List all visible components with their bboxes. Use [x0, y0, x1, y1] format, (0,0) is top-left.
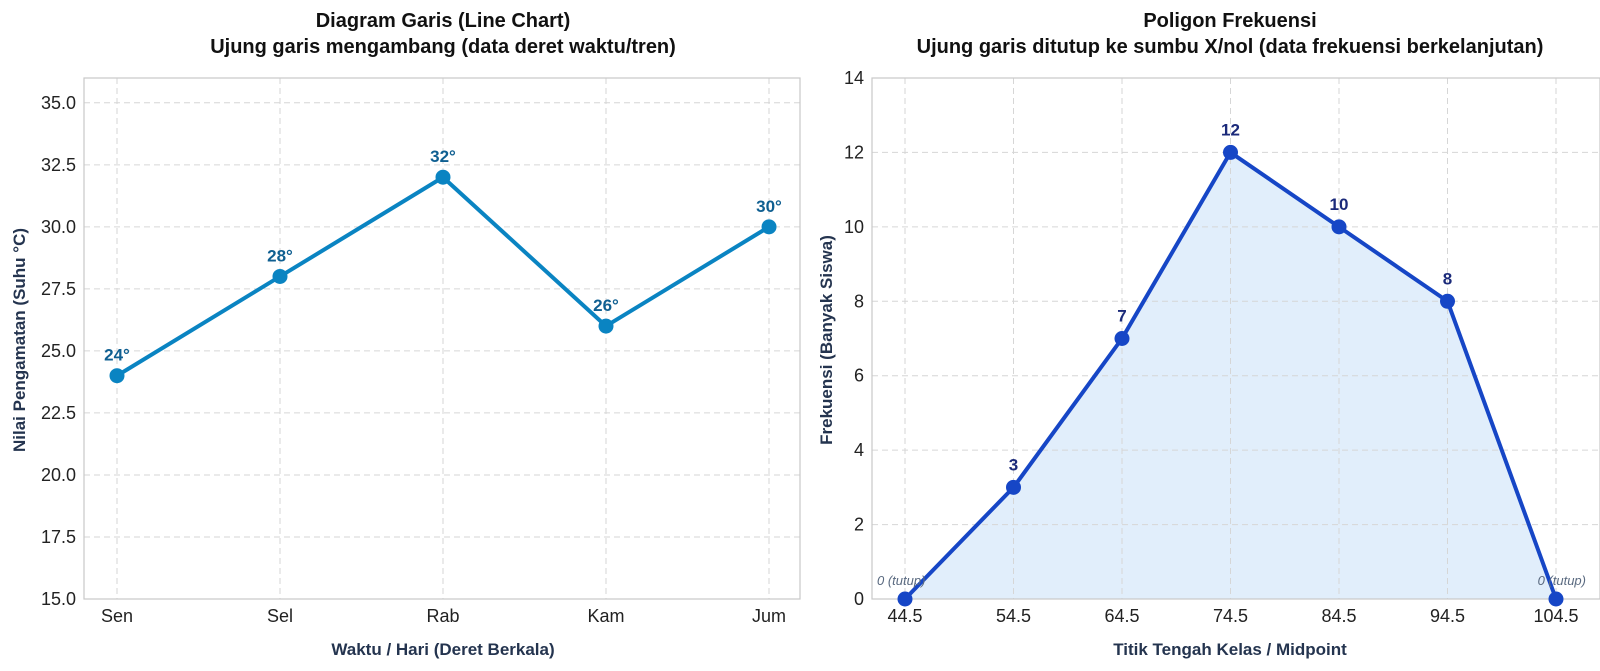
line-chart-x-tick-label: Rab — [426, 606, 459, 626]
polygon-chart-x-tick-label: 84.5 — [1321, 606, 1356, 626]
line-chart-y-ticks: 15.0 17.5 20.0 22.5 25.0 27.5 30.0 32.5 35.0 — [41, 93, 76, 609]
line-chart-y-tick-label: 32.5 — [41, 155, 76, 175]
polygon-chart-data-labels: 0 (tutup) 3 7 12 10 8 0 (tutup) — [877, 120, 1586, 588]
line-chart-x-ticks: Sen Sel Rab Kam Jum — [101, 606, 786, 626]
line-chart-y-tick-label: 22.5 — [41, 403, 76, 423]
polygon-chart-y-tick-label: 14 — [844, 68, 864, 88]
polygon-chart-point — [1440, 293, 1455, 309]
line-chart-title: Diagram Garis (Line Chart) — [316, 10, 571, 32]
line-chart-y-tick-label: 20.0 — [41, 465, 76, 485]
line-chart-subtitle: Ujung garis mengambang (data deret waktu… — [210, 36, 676, 58]
polygon-chart-y-tick-label: 6 — [854, 366, 864, 386]
polygon-chart-point — [897, 591, 913, 607]
line-chart-y-axis-label: Nilai Pengamatan (Suhu °C) — [10, 228, 29, 452]
polygon-chart-series — [897, 144, 1564, 607]
line-chart-x-tick-label: Sel — [267, 606, 293, 626]
polygon-chart-subtitle: Ujung garis ditutup ke sumbu X/nol (data… — [917, 36, 1544, 58]
polygon-chart-closure-note: 0 (tutup) — [877, 573, 925, 588]
polygon-chart-x-tick-label: 64.5 — [1104, 606, 1139, 626]
polygon-chart-data-label: 8 — [1443, 269, 1452, 288]
polygon-chart-point — [1114, 331, 1130, 346]
line-chart-y-tick-label: 15.0 — [41, 589, 76, 609]
polygon-chart-point — [1006, 479, 1021, 495]
polygon-chart-area — [905, 152, 1556, 599]
polygon-chart-x-axis-label: Titik Tengah Kelas / Midpoint — [1113, 640, 1347, 659]
line-chart-data-label: 26° — [593, 296, 619, 315]
polygon-chart-data-label: 3 — [1009, 455, 1018, 474]
polygon-chart-point — [1223, 144, 1238, 160]
polygon-chart-x-tick-label: 54.5 — [996, 606, 1031, 626]
polygon-chart-data-label: 12 — [1221, 120, 1240, 139]
line-chart-x-tick-label: Jum — [752, 606, 786, 626]
polygon-chart-fill — [905, 152, 1556, 599]
polygon-chart-y-tick-label: 0 — [854, 589, 864, 609]
line-chart-series-line — [115, 175, 771, 378]
line-chart-y-tick-label: 25.0 — [41, 341, 76, 361]
polygon-chart-point — [1548, 591, 1564, 607]
line-chart: Diagram Garis (Line Chart) Ujung garis m… — [10, 10, 801, 659]
polygon-chart-x-tick-label: 94.5 — [1430, 606, 1465, 626]
polygon-chart-closure-note: 0 (tutup) — [1538, 573, 1586, 588]
polygon-chart-x-tick-label: 104.5 — [1533, 606, 1578, 626]
polygon-chart-y-ticks: 0 2 4 6 8 10 12 14 — [844, 68, 864, 609]
polygon-chart-y-tick-label: 2 — [854, 515, 864, 535]
line-chart-data-label: 32° — [430, 147, 456, 166]
frequency-polygon-chart: Poligon Frekuensi Ujung garis ditutup ke… — [817, 10, 1600, 659]
line-chart-y-tick-label: 30.0 — [41, 217, 76, 237]
polygon-chart-data-label: 10 — [1330, 195, 1349, 214]
line-chart-point — [109, 368, 125, 384]
line-chart-y-tick-label: 17.5 — [41, 527, 76, 547]
line-chart-series — [109, 169, 777, 384]
line-chart-grid — [84, 78, 800, 600]
line-chart-point — [598, 318, 614, 334]
line-chart-point — [435, 169, 451, 185]
polygon-chart-point — [1331, 219, 1347, 235]
line-chart-x-axis-label: Waktu / Hari (Deret Berkala) — [331, 640, 554, 659]
line-chart-y-tick-label: 27.5 — [41, 279, 76, 299]
polygon-chart-y-tick-label: 12 — [844, 142, 864, 162]
polygon-chart-x-tick-label: 74.5 — [1213, 606, 1248, 626]
line-chart-point — [761, 219, 777, 235]
polygon-chart-title: Poligon Frekuensi — [1143, 10, 1316, 32]
polygon-chart-y-axis-label: Frekuensi (Banyak Siswa) — [817, 235, 836, 445]
polygon-chart-y-tick-label: 8 — [854, 291, 864, 311]
polygon-chart-y-tick-label: 4 — [854, 440, 864, 460]
line-chart-point — [272, 268, 288, 284]
polygon-chart-x-ticks: 44.5 54.5 64.5 74.5 84.5 94.5 104.5 — [887, 606, 1578, 626]
line-chart-x-tick-label: Sen — [101, 606, 133, 626]
line-chart-x-tick-label: Kam — [587, 606, 624, 626]
line-chart-data-label: 30° — [756, 197, 782, 216]
line-chart-data-label: 28° — [267, 246, 293, 265]
polygon-chart-plot-frame — [871, 77, 1600, 600]
line-chart-data-labels: 24° 28° 32° 26° 30° — [104, 147, 782, 364]
polygon-chart-data-label: 7 — [1117, 307, 1126, 326]
line-chart-data-label: 24° — [104, 346, 130, 365]
line-chart-y-tick-label: 35.0 — [41, 93, 76, 113]
line-chart-plot-frame — [83, 77, 801, 600]
polygon-chart-x-tick-label: 44.5 — [887, 606, 922, 626]
polygon-chart-y-tick-label: 10 — [844, 217, 864, 237]
